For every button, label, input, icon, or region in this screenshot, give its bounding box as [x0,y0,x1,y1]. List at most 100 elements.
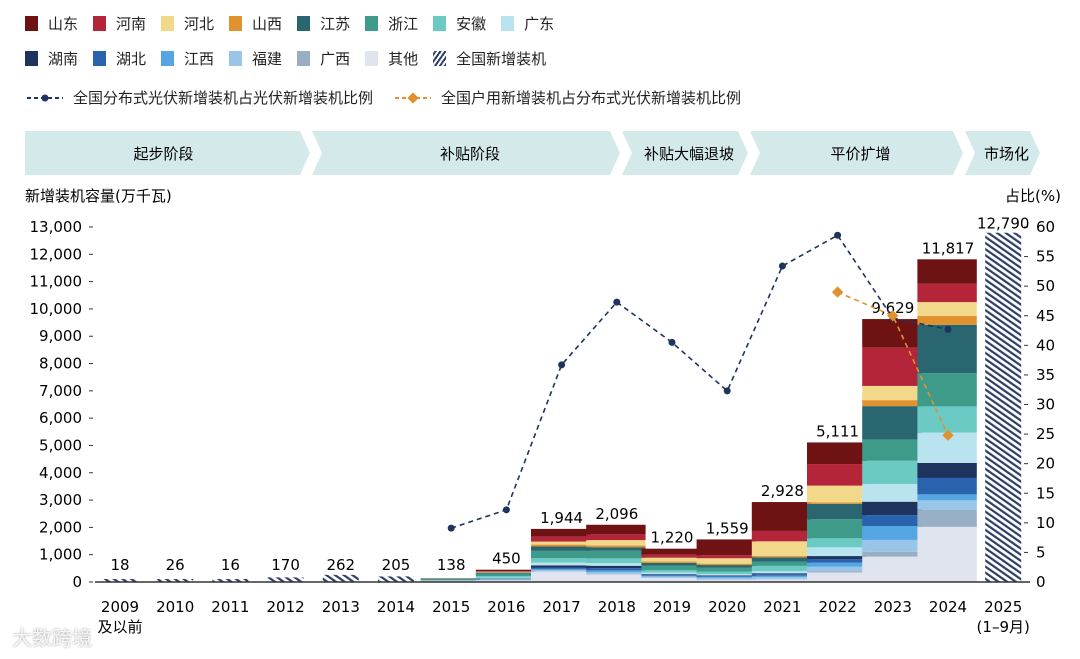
bar-segment-湖南 [586,565,646,569]
bar-segment-河北 [586,540,646,546]
bar-segment-浙江 [475,573,536,577]
bar-segment-河南 [531,536,591,542]
bar-total-label: 26 [166,556,185,574]
x-tick-label: 2021 [763,598,801,616]
bar-segment-河北 [917,302,977,317]
bar-total-label: 1,944 [540,509,583,527]
bar-segment-河南 [862,347,922,386]
bar-total-label: 2,096 [595,505,638,523]
legend-swatch [93,51,107,66]
y2-tick-label: 0 [1036,573,1046,591]
bar-segment-其他 [696,579,756,582]
line-point [613,298,621,306]
bar-segment-广东 [751,571,812,574]
legend-swatch [433,51,447,66]
line-point [834,231,842,239]
legend-label: 福建 [252,50,283,68]
bar-segment-河南 [696,555,756,559]
y2-axis-title: 占比(%) [1005,187,1061,205]
bar-segment-江苏 [641,562,701,566]
phase-banner-0 [25,131,310,175]
legend-item: 山西 [229,13,282,34]
bar-segment-广东 [641,572,701,575]
y-tick-label: 1,000 [39,546,82,564]
x-tick-label: 及以前 [97,618,142,636]
bar-segment-江苏 [475,572,536,574]
bar-national [157,579,194,582]
bar-segment-山东 [475,569,536,572]
line-point [447,524,455,532]
bar-segment-安徽 [862,460,922,484]
bar-segment-江西 [751,575,812,578]
legend-line-label: 全国分布式光伏新增装机占光伏新增装机比例 [73,89,374,107]
bar-segment-福建 [641,576,701,578]
bar-segment-其他 [807,572,867,582]
bar-segment-安徽 [641,570,701,573]
bar-segment-湖北 [807,559,867,563]
x-tick-label: 2019 [653,598,691,616]
legend-label: 广东 [524,15,555,33]
x-tick-label: 2024 [929,598,967,616]
bar-segment-其他 [586,574,646,582]
bar-segment-河北 [531,541,591,545]
bar-segment-江苏 [586,547,646,551]
bar-segment-江苏 [420,578,480,580]
bar-segment-江西 [807,562,867,567]
legend-swatch [297,16,311,31]
y2-tick-label: 15 [1036,484,1055,502]
bar-segment-河南 [751,530,812,542]
bar-segment-山东 [862,319,922,348]
legend-swatch [93,16,107,31]
x-tick-label: 2015 [432,598,470,616]
bar-segment-江西 [696,576,756,578]
bar-segment-湖南 [917,462,977,478]
bar-segment-安徽 [586,558,646,564]
y2-tick-label: 45 [1036,307,1055,325]
bar-segment-湖北 [751,574,812,576]
phase-label: 平价扩增 [830,145,890,163]
bar-segment-山东 [917,259,977,284]
legend-swatch [365,16,379,31]
legend-label: 山东 [48,15,79,33]
y2-tick-label: 40 [1036,336,1055,354]
bar-national [322,574,359,582]
legend-swatch [297,51,311,66]
bar-segment-江西 [862,526,922,540]
bar-segment-安徽 [751,565,812,572]
x-tick-label: 2010 [156,598,194,616]
phase-label: 补贴阶段 [440,145,500,163]
bar-segment-山东 [641,548,701,555]
bar-segment-江苏 [917,324,977,374]
bar-segment-福建 [696,577,756,580]
dashed-diamond-marker-icon [395,91,432,104]
legend-item: 江西 [161,48,214,69]
legend-item: 安徽 [433,13,486,34]
x-tick-label: 2017 [543,598,581,616]
legend-label: 广西 [320,50,351,68]
phase-banner-3 [750,131,963,175]
bar-national [102,579,138,582]
bar-segment-山东 [751,502,812,531]
bar-segment-河南 [807,464,867,486]
bar-segment-湖南 [696,575,756,576]
bar-total-label: 1,220 [651,529,694,547]
legend-swatch [229,16,243,31]
bar-segment-福建 [751,577,812,579]
y2-tick-label: 35 [1036,366,1055,384]
bar-segment-江西 [917,494,977,501]
bar-segment-江苏 [696,565,756,568]
bar-total-label: 262 [326,556,355,574]
legend-swatch [161,51,175,66]
y2-tick-label: 20 [1036,455,1055,473]
legend-item: 河南 [93,13,146,34]
bar-segment-山东 [696,539,756,556]
legend-item: 福建 [229,48,282,69]
bar-national [212,579,249,582]
bar-segment-浙江 [751,561,812,566]
y-tick-label: 2,000 [39,518,82,536]
legend-swatch [501,16,515,31]
bar-segment-湖北 [862,515,922,527]
bar-segment-湖南 [641,574,701,575]
